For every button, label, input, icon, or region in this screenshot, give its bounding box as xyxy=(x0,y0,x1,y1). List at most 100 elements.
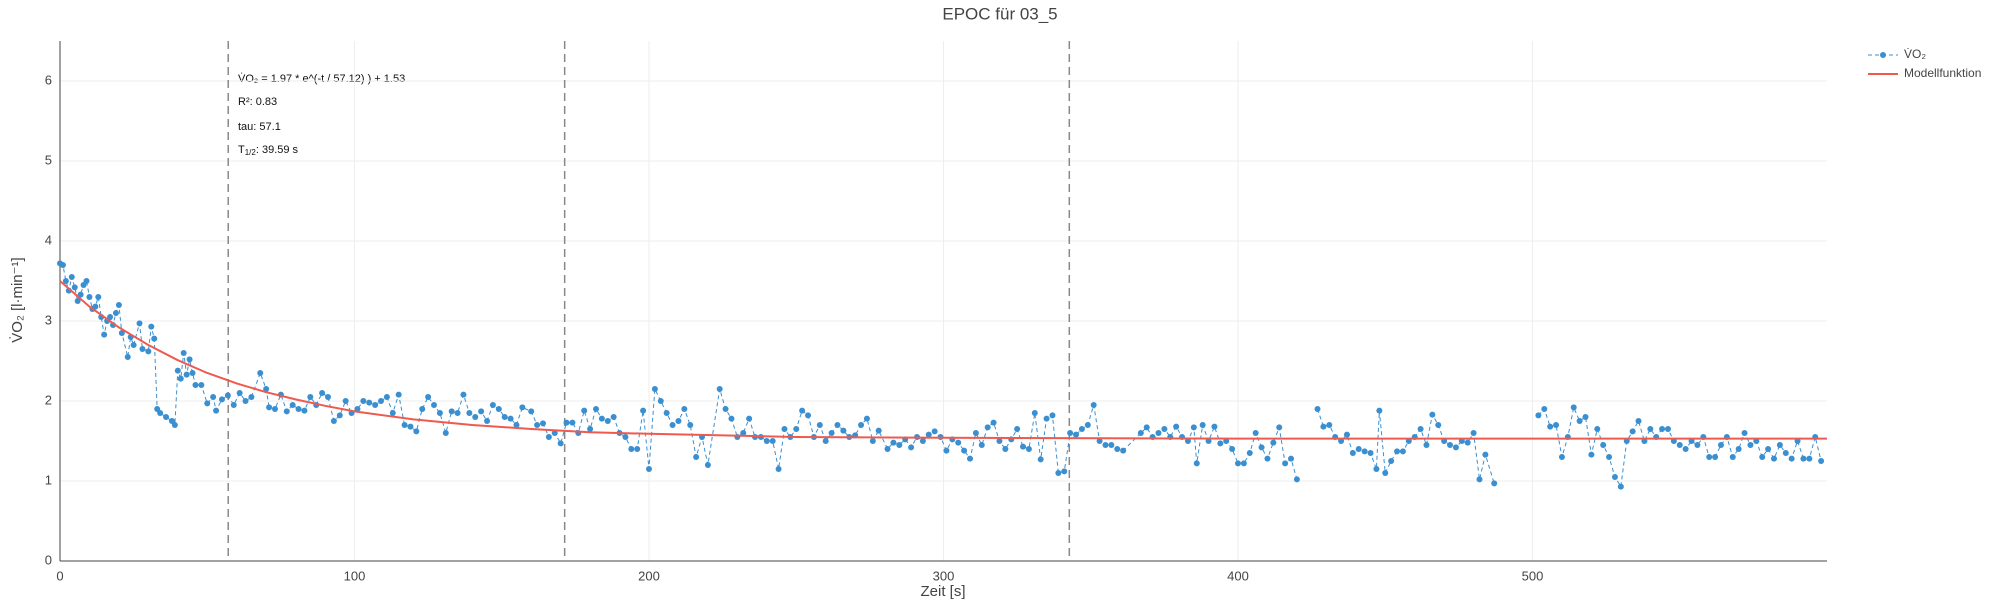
data-point xyxy=(1588,451,1595,458)
data-point xyxy=(107,314,114,320)
data-point xyxy=(1547,423,1554,430)
data-point xyxy=(1320,423,1327,430)
y-tick-label: 0 xyxy=(45,552,52,567)
data-point xyxy=(604,418,611,424)
y-tick-label: 4 xyxy=(45,232,52,247)
data-point xyxy=(101,331,108,338)
data-point xyxy=(1270,439,1277,446)
data-point xyxy=(124,354,131,360)
data-point xyxy=(186,356,193,363)
data-point xyxy=(1343,431,1350,438)
data-point xyxy=(163,414,170,420)
data-point xyxy=(1049,412,1056,419)
annotation: tau: 57.1 xyxy=(238,121,281,133)
data-point xyxy=(587,426,594,432)
data-point xyxy=(1282,460,1289,467)
data-point xyxy=(263,386,270,392)
data-point xyxy=(996,438,1003,444)
data-point xyxy=(289,402,296,408)
data-point xyxy=(1576,418,1583,424)
data-point xyxy=(295,406,302,412)
data-point xyxy=(1806,455,1813,462)
data-point xyxy=(1055,470,1062,476)
data-point xyxy=(425,394,432,400)
data-point xyxy=(1800,455,1807,462)
data-point xyxy=(840,427,847,434)
data-point xyxy=(967,455,974,462)
data-point xyxy=(722,406,729,412)
data-point xyxy=(1741,430,1748,436)
data-point xyxy=(1712,454,1719,460)
data-point xyxy=(1240,460,1247,467)
data-point xyxy=(716,386,723,392)
y-tick-label: 5 xyxy=(45,152,52,167)
data-point xyxy=(972,430,979,436)
data-point xyxy=(875,427,882,434)
legend-marker xyxy=(1880,52,1886,58)
data-point xyxy=(513,422,520,428)
data-point xyxy=(1096,438,1103,444)
data-point xyxy=(86,294,93,300)
data-point xyxy=(419,406,426,412)
data-point xyxy=(681,406,688,412)
data-point xyxy=(1190,424,1197,431)
data-point xyxy=(136,320,143,327)
data-point xyxy=(77,291,84,298)
annotation-part: : 39.59 s xyxy=(256,144,299,156)
data-point xyxy=(383,394,390,400)
data-point xyxy=(746,415,753,422)
data-point xyxy=(1617,483,1624,490)
data-point xyxy=(489,402,496,408)
data-point xyxy=(1002,446,1009,452)
data-point xyxy=(1770,455,1777,462)
data-point xyxy=(1676,442,1683,448)
data-point xyxy=(395,391,402,398)
data-point xyxy=(1376,407,1383,414)
data-point xyxy=(1025,446,1032,452)
data-point xyxy=(436,410,443,416)
data-point xyxy=(484,418,491,424)
data-point xyxy=(581,407,588,414)
data-point xyxy=(740,430,747,436)
data-point xyxy=(675,418,682,424)
data-point xyxy=(1137,430,1144,436)
data-point xyxy=(663,410,670,416)
data-point xyxy=(704,462,711,468)
data-point xyxy=(177,375,184,382)
data-point xyxy=(651,386,658,392)
data-point xyxy=(657,398,664,404)
data-point xyxy=(1659,426,1666,432)
data-point xyxy=(551,430,558,436)
data-point xyxy=(213,407,220,414)
data-point xyxy=(961,447,968,454)
data-point xyxy=(171,422,178,428)
data-point xyxy=(466,410,473,416)
data-point xyxy=(834,422,841,428)
data-point xyxy=(628,446,635,452)
data-point xyxy=(1735,446,1742,452)
data-point xyxy=(1229,446,1236,452)
data-point xyxy=(1759,454,1766,460)
x-tick-label: 100 xyxy=(344,568,366,583)
data-point xyxy=(1682,446,1689,452)
data-point xyxy=(360,398,367,404)
data-point xyxy=(640,407,647,414)
data-point xyxy=(230,402,237,408)
data-point xyxy=(1361,448,1368,455)
data-point xyxy=(1367,450,1374,456)
data-point xyxy=(781,426,788,432)
data-point xyxy=(378,398,385,404)
data-point xyxy=(1078,426,1085,432)
data-point xyxy=(828,430,835,436)
data-point xyxy=(1120,447,1127,454)
x-tick-label: 300 xyxy=(933,568,955,583)
data-point xyxy=(189,370,196,376)
data-point xyxy=(1629,428,1636,435)
data-point xyxy=(763,438,770,444)
x-axis-title: Zeit [s] xyxy=(920,583,965,600)
data-point xyxy=(1470,430,1477,436)
data-point xyxy=(955,439,962,446)
data-point xyxy=(1611,474,1618,480)
data-point xyxy=(1264,455,1271,462)
data-point xyxy=(1020,443,1027,450)
